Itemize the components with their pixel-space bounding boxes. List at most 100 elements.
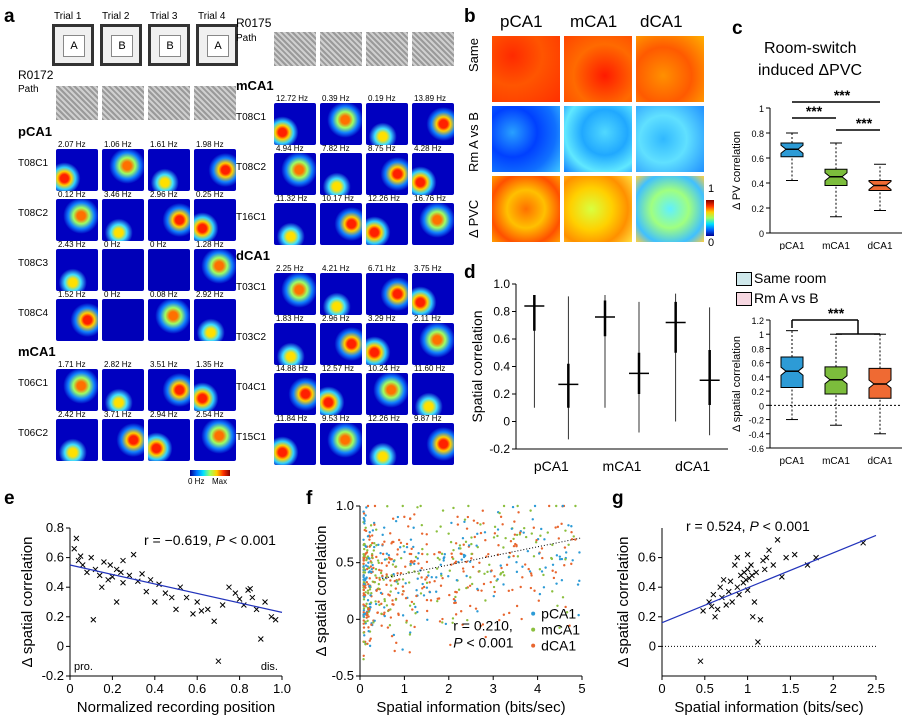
data-point [460,552,463,556]
data-point [727,578,734,585]
legend-dot [531,611,536,616]
data-point [408,552,411,556]
data-point [456,515,459,519]
data-point [568,624,571,627]
sig-stars: *** [828,305,845,321]
data-point [577,613,580,617]
data-point [570,562,573,566]
data-point [407,581,411,584]
stat-p-value: < 0.001 [759,518,810,534]
annotation-proximal: pro. [74,661,93,673]
y-tick-label: 0 [57,638,64,653]
data-point [382,526,386,529]
data-point [211,618,218,625]
data-point [215,658,222,665]
data-point [395,641,398,645]
data-point [518,531,522,534]
data-point [539,534,542,537]
trial-title: Trial 3 [150,11,178,22]
panel-e-label: e [4,488,15,509]
peak-rate: 2.94 Hz [150,410,178,419]
data-point [415,589,418,592]
data-point [725,588,732,595]
y-tick-label: 0.8 [751,129,764,139]
data-point [363,522,366,525]
data-point [570,530,573,534]
data-point [449,643,452,647]
data-point [452,506,455,510]
rate-map [366,153,408,195]
data-point [753,569,760,576]
data-point [450,563,453,566]
data-point [493,525,497,529]
data-point [470,582,474,586]
y-axis-label: Δ PV correlation [731,131,743,210]
rate-map [194,149,236,191]
x-tick-label: 5 [578,681,585,696]
data-point [425,560,429,564]
data-point [404,582,407,585]
y-tick-label: 0 [503,415,510,429]
data-point [476,587,479,591]
data-point [515,560,518,564]
data-point [744,551,751,558]
data-point [511,588,514,592]
data-point [476,610,479,613]
data-point [387,593,390,596]
trial-title: Trial 2 [102,11,130,22]
data-point [563,564,566,567]
data-point [517,511,520,514]
pvc-map-ab-pca1 [492,106,560,172]
data-point [510,527,513,530]
data-point [465,527,469,530]
data-point [362,622,365,625]
row-same: Same [466,38,481,72]
data-point [783,554,789,561]
panel-f-label: f [306,488,313,509]
data-point [516,555,520,558]
y-tick-label: 1 [759,104,764,114]
data-point [364,564,368,567]
fit-line [69,564,283,613]
pvc-colorbar-min: 0 [708,237,715,249]
rate-map [194,249,236,291]
data-point [574,504,577,508]
data-point [463,554,467,557]
data-point [433,580,436,583]
data-point [381,552,385,556]
data-point [501,523,504,526]
col-mca1: mCA1 [570,12,618,31]
data-point [383,597,386,601]
rate-map [366,273,408,315]
data-point [749,613,756,620]
data-point [369,524,373,527]
peak-rate: 2.96 Hz [322,314,350,323]
data-point [370,554,374,557]
data-point [385,574,388,578]
peak-rate: 2.96 Hz [150,190,178,199]
cell-id: T06C1 [18,378,49,389]
data-point [362,608,366,612]
data-point [391,603,394,606]
cell-id: T08C1 [18,158,49,169]
cell-id: T08C3 [18,258,49,269]
data-point [417,551,420,555]
y-tick-label: -0.2 [489,442,510,456]
data-point [402,544,405,548]
data-point [425,543,428,546]
data-point [493,575,496,578]
rate-colorbar [190,470,230,476]
data-point [362,552,365,556]
data-point [368,639,371,642]
data-point [383,599,387,603]
cell-id: T08C2 [18,208,49,219]
data-point [720,576,727,583]
data-point [421,582,424,586]
rate-map [320,203,362,245]
y-axis-label: Spatial correlation [469,310,485,422]
data-point [496,578,499,581]
rate-map [412,323,454,365]
y-axis-label: Δ spatial correlation [19,537,36,668]
data-point [476,545,479,549]
data-point [567,524,570,527]
